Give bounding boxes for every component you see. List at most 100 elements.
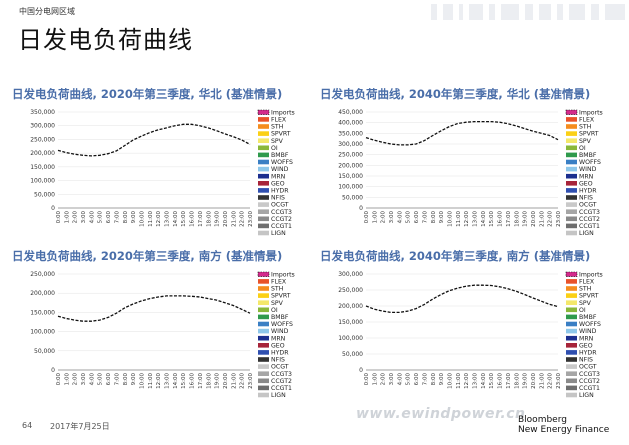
y-tick-label: 100,000 (30, 178, 55, 185)
x-tick-label: 14:00 (481, 211, 487, 227)
legend-label: BMBF (579, 152, 597, 159)
legend-label: FLEX (579, 117, 595, 124)
x-tick-label: 8:00 (431, 211, 437, 224)
legend-label: HYDR (271, 350, 289, 357)
x-tick-label: 15:00 (181, 373, 187, 389)
x-tick-label: 23:00 (248, 373, 254, 389)
chart-huabei-2040: 日发电负荷曲线, 2040年第三季度, 华北 (基准情景) 0 50,000 100… (320, 86, 620, 256)
x-tick-label: 13:00 (165, 211, 171, 227)
x-tick-label: 10:00 (447, 211, 453, 227)
legend-swatch (566, 152, 577, 158)
legend-label: STH (271, 286, 284, 293)
x-tick-label: 7:00 (114, 373, 120, 386)
legend-label: CCGT2 (579, 378, 600, 385)
x-tick-label: 17:00 (506, 211, 512, 227)
legend-swatch (566, 195, 577, 200)
legend-label: WIND (271, 328, 289, 335)
x-tick-label: 20:00 (531, 373, 537, 389)
legend-label: HYDR (271, 188, 289, 195)
chart-nanfang-2040: 日发电负荷曲线, 2040年第三季度, 南方 (基准情景) 0 50,000 100… (320, 248, 620, 418)
legend-label: WIND (579, 166, 597, 173)
legend-swatch (258, 357, 269, 362)
y-tick-label: 300,000 (338, 271, 363, 278)
legend-label: WOFFS (271, 159, 293, 166)
legend-swatch (258, 159, 269, 165)
legend-label: CCGT3 (271, 371, 292, 378)
legend-label: CCGT1 (579, 223, 600, 230)
x-tick-label: 5:00 (98, 211, 104, 224)
x-tick-label: 21:00 (539, 211, 545, 227)
x-tick-label: 12:00 (464, 211, 470, 227)
legend-swatch (258, 286, 269, 291)
legend-swatch (566, 216, 577, 222)
legend-label: WOFFS (579, 159, 601, 166)
x-tick-label: 8:00 (123, 373, 129, 386)
y-tick-label: 50,000 (34, 191, 55, 198)
legend-swatch (258, 188, 269, 193)
legend-swatch (257, 109, 270, 115)
total-load-line (57, 295, 251, 322)
legend-swatch (566, 188, 577, 193)
x-tick-label: 2:00 (73, 373, 79, 386)
y-tick-label: 0 (359, 367, 363, 374)
chart-huabei-2020: 日发电负荷曲线, 2020年第三季度, 华北 (基准情景) 0 50,000 100… (12, 86, 312, 256)
legend-swatch (258, 350, 269, 355)
chart-svg: 0 50,000 100,000 150,000 200,000 250,000 300,0… (30, 109, 295, 237)
legend-label: FLEX (271, 117, 287, 124)
x-tick-label: 0:00 (56, 211, 62, 224)
y-tick-label: 300,000 (30, 123, 55, 130)
x-tick-label: 18:00 (206, 211, 212, 227)
legend-label: CCGT3 (579, 371, 600, 378)
y-tick-label: 400,000 (338, 120, 363, 127)
x-tick-label: 15:00 (489, 211, 495, 227)
legend-swatch (258, 216, 269, 222)
x-tick-label: 1:00 (64, 373, 70, 386)
legend-swatch (258, 131, 269, 136)
legend-label: LIGN (271, 392, 286, 399)
legend-label: MRN (271, 173, 286, 180)
legend-swatch (566, 328, 577, 334)
x-tick-label: 22:00 (548, 373, 554, 389)
legend-label: NFIS (579, 357, 593, 364)
x-tick-label: 13:00 (473, 373, 479, 389)
legend-label: Imports (271, 271, 295, 278)
y-tick-label: 150,000 (338, 173, 363, 180)
x-tick-label: 5:00 (98, 373, 104, 386)
y-tick-label: 0 (51, 367, 55, 374)
y-tick-label: 250,000 (30, 271, 55, 278)
legend-label: WOFFS (271, 321, 293, 328)
legend-label: BMBF (271, 152, 289, 159)
legend-swatch (258, 307, 269, 313)
legend-label: BMBF (271, 314, 289, 321)
x-tick-label: 3:00 (81, 211, 87, 224)
legend-swatch (566, 286, 577, 291)
legend-swatch (258, 335, 269, 341)
x-tick-label: 17:00 (198, 211, 204, 227)
legend-swatch (566, 131, 577, 136)
legend-label: CCGT3 (579, 209, 600, 216)
legend-swatch (566, 371, 577, 376)
x-tick-label: 12:00 (156, 373, 162, 389)
x-tick-label: 16:00 (190, 373, 196, 389)
x-tick-label: 17:00 (198, 373, 204, 389)
page-number: 64 (22, 421, 33, 430)
brand-line-1: Bloomberg (518, 415, 567, 425)
chart-svg: 0 50,000 100,000 150,000 200,000 250,000 300,0… (338, 271, 603, 399)
legend-swatch (566, 230, 577, 236)
legend-swatch (258, 300, 269, 305)
x-tick-label: 5:00 (406, 211, 412, 224)
x-tick-label: 11:00 (456, 373, 462, 389)
x-tick-label: 4:00 (89, 211, 95, 224)
legend-label: MRN (579, 173, 594, 180)
legend-label: SPV (271, 300, 284, 307)
x-tick-label: 22:00 (240, 373, 246, 389)
legend-label: NFIS (271, 357, 285, 364)
legend-label: OCGT (271, 202, 289, 209)
x-tick-label: 3:00 (389, 211, 395, 224)
x-tick-label: 4:00 (397, 373, 403, 386)
legend-label: OI (579, 145, 586, 152)
x-tick-label: 2:00 (381, 373, 387, 386)
legend-swatch (258, 371, 269, 376)
legend-label: HYDR (579, 188, 597, 195)
legend-swatch (258, 378, 269, 384)
